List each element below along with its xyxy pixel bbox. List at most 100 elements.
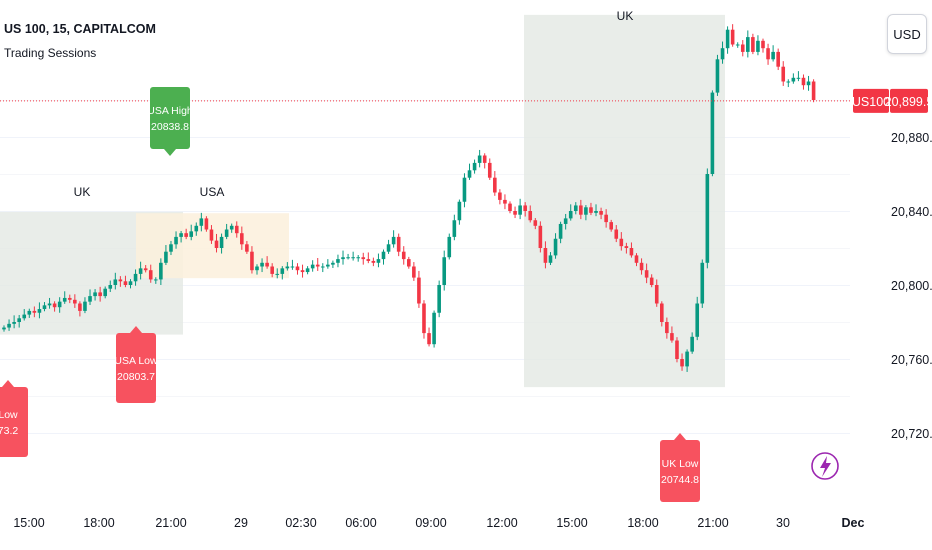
candle-body bbox=[315, 264, 320, 267]
candle-body bbox=[396, 236, 401, 252]
chart-title: US 100, 15, CAPITALCOM bbox=[4, 22, 156, 36]
candle-body bbox=[295, 266, 300, 271]
candle-body bbox=[786, 81, 791, 83]
candle-body bbox=[351, 257, 355, 259]
session-box-usa bbox=[136, 213, 289, 279]
candle-body bbox=[543, 248, 548, 263]
candle-body bbox=[452, 220, 457, 237]
candle-body bbox=[806, 81, 811, 86]
candle-body bbox=[498, 192, 502, 200]
candle-body bbox=[538, 225, 543, 248]
candle-body bbox=[260, 262, 264, 267]
candle-body bbox=[199, 218, 204, 226]
indicator-name[interactable]: Trading Sessions bbox=[4, 46, 97, 60]
candle-body bbox=[791, 77, 796, 82]
session-box-uk bbox=[524, 14, 725, 388]
candle-body bbox=[371, 260, 376, 263]
time-tick-label: 30 bbox=[776, 516, 790, 530]
candle-body bbox=[644, 270, 649, 278]
candle-body bbox=[250, 251, 254, 271]
candle-body bbox=[584, 207, 588, 215]
candle-body bbox=[700, 262, 705, 304]
callout-box bbox=[660, 440, 700, 502]
candle-body bbox=[22, 314, 27, 319]
candle-body bbox=[811, 81, 816, 100]
symbol-tag-label: US100 bbox=[852, 95, 890, 109]
candle-body bbox=[113, 279, 118, 285]
candle-body bbox=[761, 40, 765, 49]
candle-body bbox=[159, 262, 163, 280]
candle-body bbox=[83, 301, 87, 311]
candle-body bbox=[417, 277, 421, 304]
candle-body bbox=[290, 266, 295, 268]
lightning-icon[interactable] bbox=[811, 452, 839, 480]
candle-body bbox=[437, 285, 441, 313]
candle-body bbox=[553, 238, 558, 256]
candle-body bbox=[37, 309, 42, 313]
candle-body bbox=[766, 48, 770, 60]
candle-body bbox=[665, 322, 669, 334]
candle-body bbox=[204, 218, 209, 230]
candle-body bbox=[523, 205, 527, 211]
time-axis[interactable]: 15:00 18:00 21:00 29 02:30 06:00 09:00 12:00 15:… bbox=[13, 516, 864, 530]
candle-body bbox=[412, 266, 416, 278]
candle-body bbox=[67, 297, 72, 300]
candle-body bbox=[634, 255, 639, 263]
candle-body bbox=[128, 281, 133, 285]
candle-body bbox=[154, 279, 158, 281]
session-callouts: USA High 20838.8 USA Low 20803.7 Low 73.2 UK L… bbox=[0, 87, 700, 502]
candle-body bbox=[720, 48, 725, 60]
candle-body bbox=[579, 205, 583, 215]
candle-body bbox=[2, 327, 6, 330]
time-tick-label: 09:00 bbox=[415, 516, 446, 530]
callout-low: Low 73.2 bbox=[0, 380, 28, 457]
callout-box bbox=[116, 333, 156, 403]
callout-pointer bbox=[674, 433, 686, 440]
candle-body bbox=[391, 236, 396, 245]
candle-body bbox=[103, 288, 107, 297]
candle-body bbox=[508, 203, 512, 211]
candle-body bbox=[17, 318, 21, 322]
candle-body bbox=[568, 211, 573, 219]
candle-body bbox=[361, 257, 366, 260]
candle-body bbox=[240, 233, 244, 245]
callout-value: 20838.8 bbox=[151, 121, 189, 133]
candle-body bbox=[487, 162, 492, 178]
time-tick-label: 18:00 bbox=[627, 516, 658, 530]
price-axis[interactable]: 20,880.0 20,840.0 20,800.0 20,760.0 20,720.0… bbox=[852, 88, 932, 441]
candle-body bbox=[518, 205, 522, 215]
candle-body bbox=[255, 266, 259, 271]
candle-body bbox=[356, 257, 360, 259]
candle-body bbox=[639, 262, 644, 271]
candle-body bbox=[133, 273, 138, 282]
time-tick-label: 02:30 bbox=[285, 516, 316, 530]
candle-body bbox=[482, 155, 487, 163]
candle-body bbox=[331, 262, 335, 265]
candle-body bbox=[93, 292, 97, 297]
candle-body bbox=[88, 296, 92, 302]
callout-title: USA High bbox=[147, 105, 193, 117]
candle-body bbox=[42, 305, 47, 310]
callout-uk-low: UK Low 20744.8 bbox=[660, 433, 700, 502]
candle-body bbox=[513, 211, 517, 215]
candle-body bbox=[148, 270, 153, 280]
price-tick-label: 20,760.0 bbox=[891, 353, 932, 367]
candle-body bbox=[174, 236, 178, 245]
candle-body bbox=[78, 303, 82, 311]
time-tick-label: 15:00 bbox=[556, 516, 587, 530]
session-label-uk: UK bbox=[74, 185, 91, 199]
candle-body bbox=[407, 259, 411, 267]
candle-body bbox=[685, 351, 689, 367]
candle-body bbox=[57, 301, 62, 308]
callout-pointer bbox=[164, 149, 176, 156]
candle-body bbox=[98, 292, 102, 297]
callout-title: USA Low bbox=[114, 355, 158, 367]
candle-body bbox=[229, 225, 234, 230]
candle-body bbox=[280, 268, 285, 274]
currency-button[interactable]: USD bbox=[887, 14, 927, 54]
candle-body bbox=[179, 233, 183, 237]
candle-body bbox=[341, 257, 345, 260]
candle-body bbox=[740, 44, 745, 52]
callout-title: UK Low bbox=[662, 458, 699, 470]
